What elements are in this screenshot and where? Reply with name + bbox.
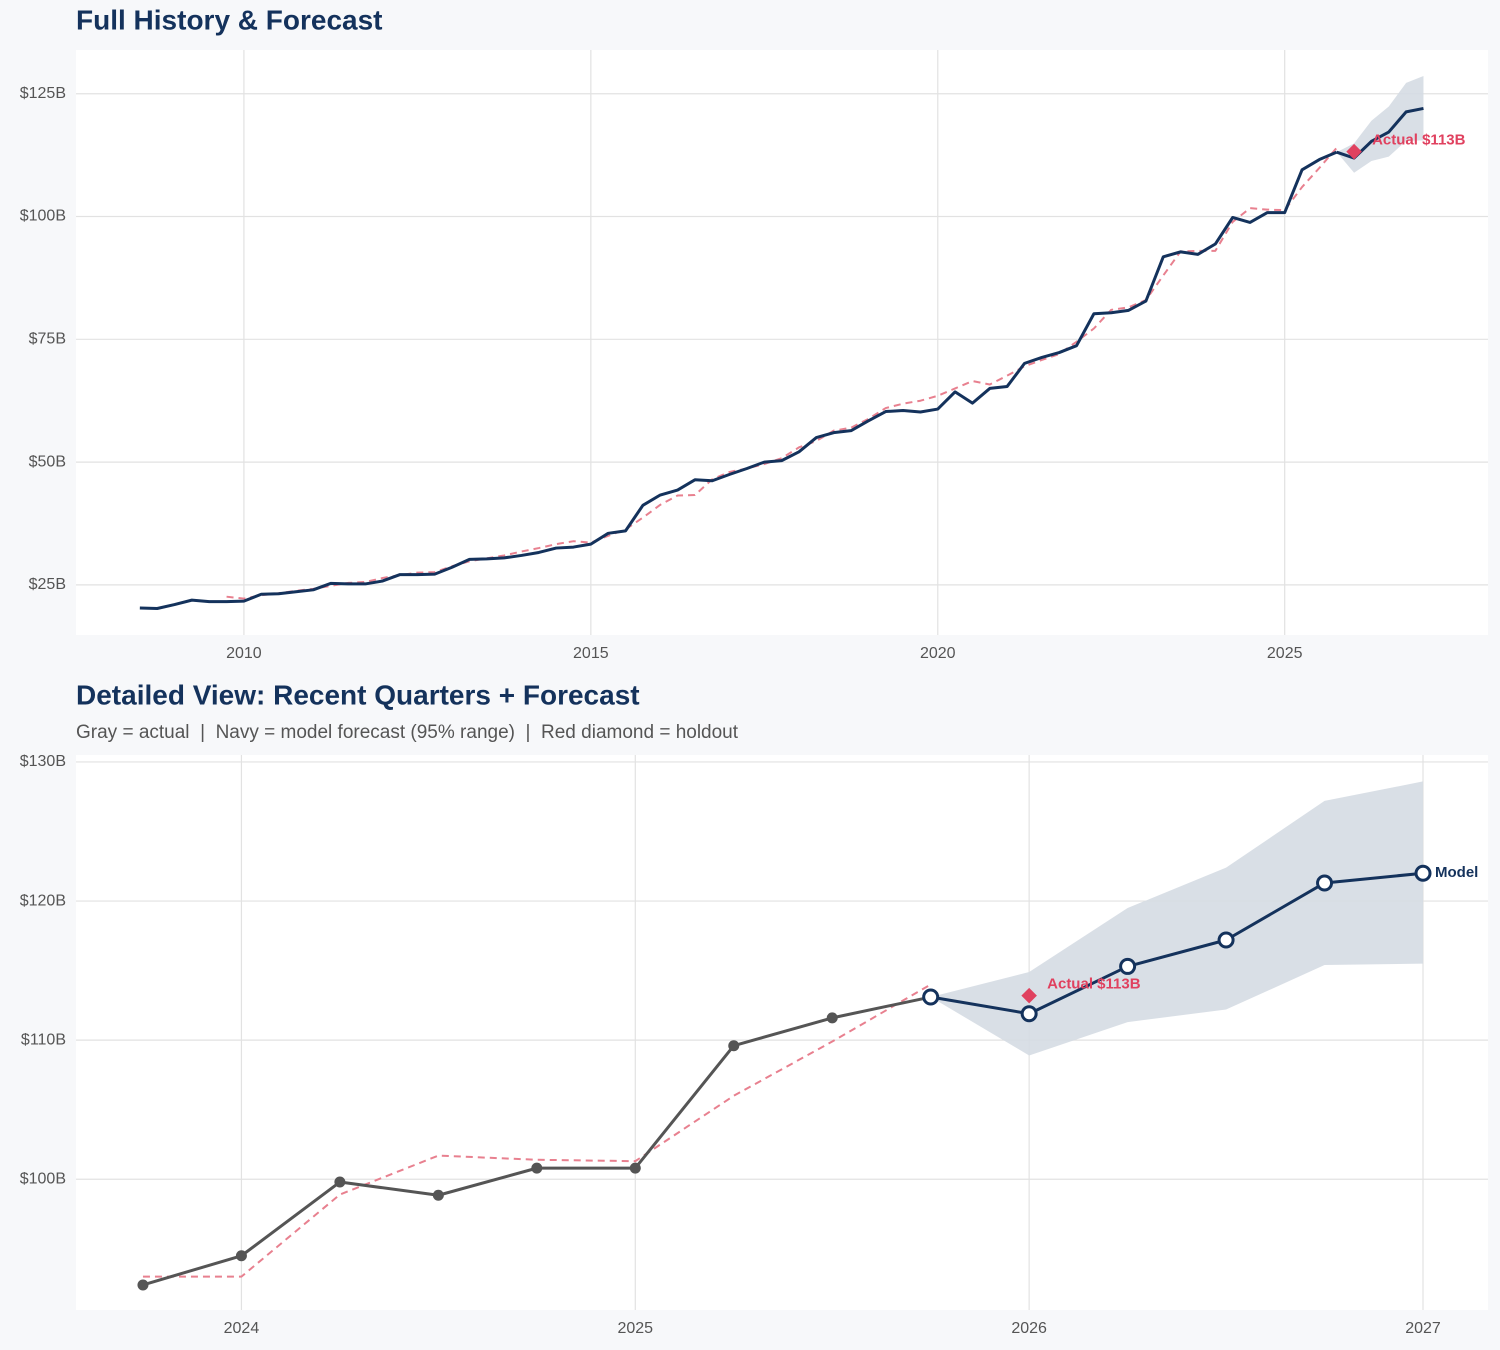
x-tick-label: 2024	[224, 1320, 260, 1337]
data-point	[1020, 1005, 1038, 1023]
series-line	[930, 871, 1424, 1016]
y-tick-label: $125B	[20, 85, 66, 102]
holdout-marker	[1346, 143, 1362, 160]
y-tick-label: $100B	[20, 208, 66, 225]
data-point	[1316, 874, 1334, 892]
y-tick-label: $110B	[21, 1031, 66, 1048]
fitted-line	[226, 147, 1338, 600]
y-tick-label: $50B	[29, 453, 66, 470]
x-tick-label: 2027	[1405, 1320, 1441, 1337]
data-point	[922, 988, 940, 1006]
y-tick-label: $120B	[20, 892, 66, 909]
series-end-label: Model	[1435, 864, 1478, 881]
x-tick-label: 2025	[1267, 645, 1303, 662]
data-point	[334, 1176, 346, 1188]
y-tick-label: $100B	[20, 1170, 66, 1187]
fitted-line	[142, 983, 932, 1278]
data-point	[826, 1012, 838, 1024]
chart-title: Full History & Forecast	[76, 4, 383, 35]
annotation-label: Actual $113B	[1047, 976, 1141, 993]
annotation-label: Actual $113B	[1372, 132, 1466, 149]
plot-area	[76, 50, 1488, 635]
x-tick-label: 2020	[920, 645, 956, 662]
x-tick-label: 2025	[617, 1320, 653, 1337]
data-point	[235, 1250, 247, 1262]
data-point	[432, 1189, 444, 1201]
data-point	[1217, 931, 1235, 949]
x-tick-label: 2010	[226, 645, 262, 662]
x-tick-label: 2026	[1011, 1320, 1047, 1337]
data-point	[137, 1279, 149, 1291]
x-tick-label: 2015	[573, 645, 609, 662]
y-tick-label: $25B	[29, 576, 66, 593]
data-point	[531, 1162, 543, 1174]
data-point	[629, 1162, 641, 1174]
chart-title: Detailed View: Recent Quarters + Forecas…	[76, 679, 640, 710]
forecast-band	[930, 781, 1424, 1056]
data-point	[1414, 864, 1432, 882]
y-tick-label: $130B	[20, 753, 66, 770]
series-line	[1336, 106, 1424, 160]
series-line	[139, 150, 1338, 610]
data-point	[1119, 957, 1137, 975]
chart-subtitle: Gray = actual | Navy = model forecast (9…	[76, 722, 739, 743]
data-point	[728, 1040, 740, 1052]
y-tick-label: $75B	[29, 331, 66, 348]
